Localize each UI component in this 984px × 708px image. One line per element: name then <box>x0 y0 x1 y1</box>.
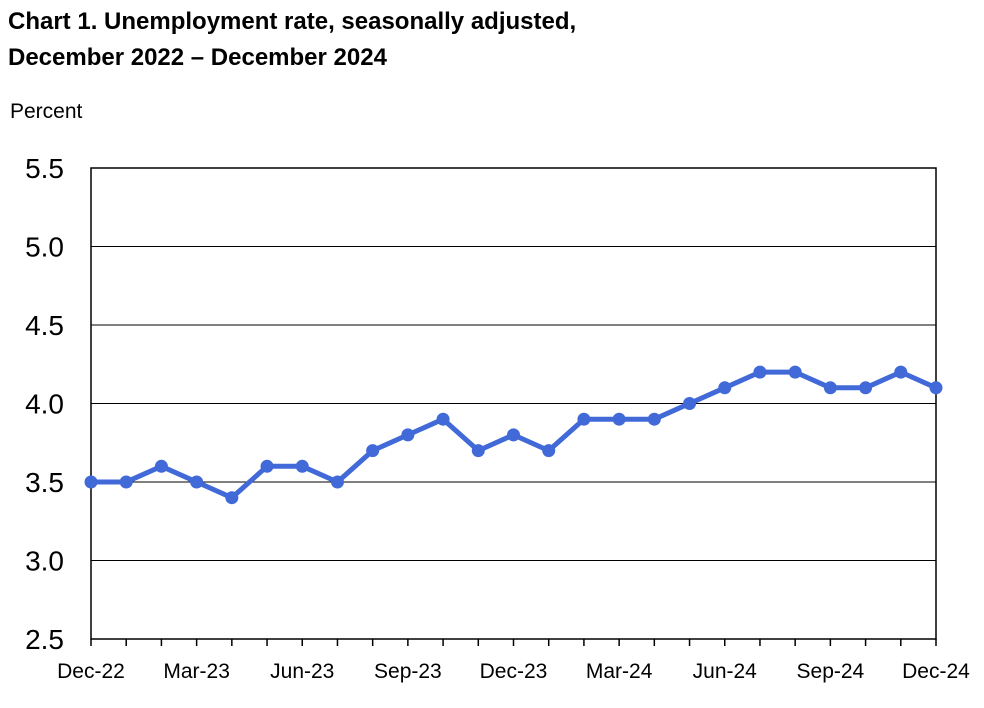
data-point <box>154 459 168 473</box>
data-point <box>401 428 415 442</box>
y-tick-label: 3.5 <box>25 467 64 498</box>
data-point <box>577 412 591 426</box>
x-tick-label: Mar-23 <box>163 660 230 683</box>
data-point <box>507 428 520 442</box>
data-point <box>84 475 98 489</box>
x-tick-label: Mar-24 <box>586 660 653 683</box>
data-point <box>190 475 204 489</box>
data-point <box>260 459 274 473</box>
data-point <box>683 397 697 410</box>
y-axis-label: Percent <box>10 100 83 123</box>
data-point <box>330 475 344 489</box>
data-point <box>225 491 239 505</box>
y-tick-label: 4.5 <box>25 310 64 341</box>
data-point <box>471 444 485 458</box>
data-point <box>823 381 837 395</box>
data-point <box>894 365 908 379</box>
y-tick-label: 2.5 <box>25 624 64 655</box>
y-tick-label: 5.5 <box>25 153 64 184</box>
x-tick-label: Dec-23 <box>480 660 548 683</box>
y-tick-label: 5.0 <box>25 232 64 263</box>
data-point <box>119 475 133 489</box>
data-point <box>788 365 802 379</box>
data-point <box>612 412 626 426</box>
data-point <box>929 381 943 395</box>
data-point <box>859 381 873 395</box>
x-tick-label: Jun-23 <box>270 660 334 683</box>
data-point <box>647 412 661 426</box>
chart-title: Chart 1. Unemployment rate, seasonally a… <box>8 8 576 35</box>
data-point <box>436 412 450 426</box>
data-point <box>366 444 380 458</box>
x-tick-label: Dec-22 <box>57 660 125 683</box>
x-tick-label: Sep-23 <box>374 660 442 683</box>
x-tick-label: Sep-24 <box>797 660 865 683</box>
x-tick-label: Jun-24 <box>693 660 758 683</box>
x-tick-label: Dec-24 <box>902 660 970 683</box>
chart-title: December 2022 – December 2024 <box>8 44 388 71</box>
data-point <box>718 381 732 395</box>
data-point <box>295 459 309 473</box>
y-tick-label: 4.0 <box>25 389 64 420</box>
data-point <box>753 365 767 379</box>
data-point <box>542 444 556 458</box>
y-tick-label: 3.0 <box>25 546 64 577</box>
